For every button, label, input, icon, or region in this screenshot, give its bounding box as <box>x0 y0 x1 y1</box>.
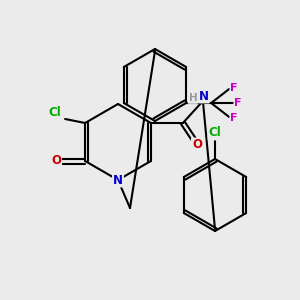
Text: F: F <box>234 98 242 108</box>
Text: F: F <box>230 83 238 93</box>
Text: F: F <box>230 113 238 123</box>
Text: O: O <box>51 154 61 167</box>
Text: O: O <box>192 139 202 152</box>
Text: N: N <box>113 173 123 187</box>
Text: Cl: Cl <box>49 106 62 119</box>
Text: H: H <box>188 93 197 103</box>
Text: N: N <box>199 89 209 103</box>
Text: Cl: Cl <box>208 127 221 140</box>
